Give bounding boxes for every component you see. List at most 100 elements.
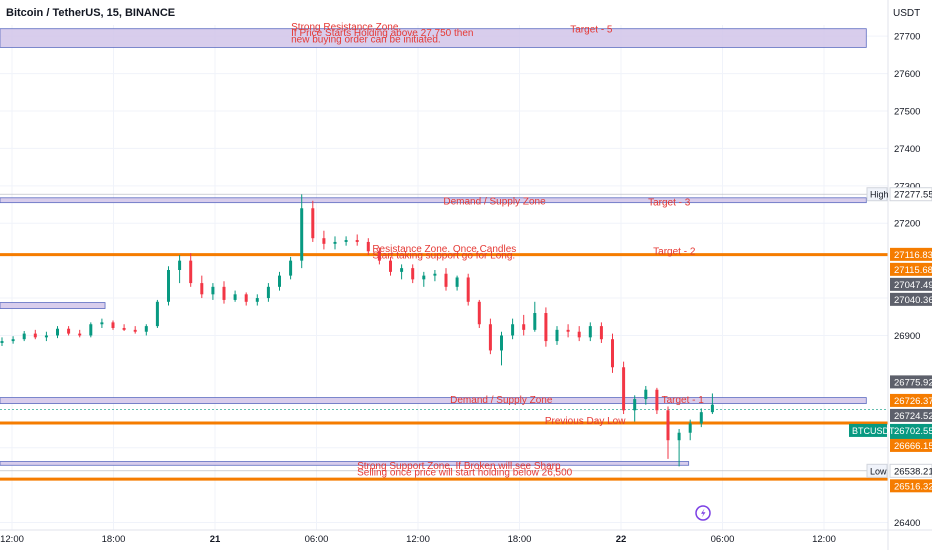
annotation-text: Target - 2 <box>653 247 696 258</box>
candle-body[interactable] <box>422 275 426 280</box>
price-tick-label: 27300 <box>894 181 920 192</box>
candle-body[interactable] <box>155 301 159 327</box>
price-label-box <box>890 292 932 306</box>
candle-body[interactable] <box>322 238 326 244</box>
candle-body[interactable] <box>477 301 481 325</box>
candle-body[interactable] <box>555 329 559 342</box>
candle-body[interactable] <box>355 240 359 242</box>
price-label-text: 27040.36 <box>894 295 932 306</box>
time-tick-label: 12:00 <box>0 534 24 545</box>
candle-body[interactable] <box>333 241 337 244</box>
candle-body[interactable] <box>300 208 304 261</box>
candles-layer[interactable] <box>0 194 714 467</box>
candle-body[interactable] <box>377 251 381 261</box>
candle-body[interactable] <box>366 241 370 252</box>
candle-body[interactable] <box>244 294 248 302</box>
candle-body[interactable] <box>666 410 670 441</box>
candle-body[interactable] <box>677 432 681 441</box>
currency-label: USDT <box>893 8 920 19</box>
candle-body[interactable] <box>611 339 614 368</box>
candle-body[interactable] <box>78 333 82 336</box>
candle-body[interactable] <box>189 260 193 284</box>
time-tick-label: 18:00 <box>508 534 532 545</box>
time-tick-label: 06:00 <box>711 534 735 545</box>
candle-body[interactable] <box>544 313 548 342</box>
candle-body[interactable] <box>22 333 26 340</box>
candle-body[interactable] <box>167 270 170 302</box>
grid <box>0 25 888 530</box>
candle-body[interactable] <box>655 389 659 411</box>
annotation-text: Target - 1 <box>662 395 705 406</box>
candle-body[interactable] <box>511 324 515 336</box>
candle-body[interactable] <box>266 286 270 299</box>
price-tag-text: BTCUSDT <box>852 426 895 436</box>
time-tick-label: 12:00 <box>406 534 430 545</box>
candle-body[interactable] <box>633 399 637 411</box>
candle-body[interactable] <box>622 367 626 411</box>
candle-body[interactable] <box>566 329 570 332</box>
candle-body[interactable] <box>178 260 182 270</box>
candle-body[interactable] <box>389 260 392 272</box>
zone-rect <box>0 302 106 309</box>
candle-body[interactable] <box>100 322 104 325</box>
candle-body[interactable] <box>344 240 348 242</box>
candle-body[interactable] <box>255 298 259 302</box>
zones-layer <box>0 28 867 466</box>
candle-body[interactable] <box>144 326 148 332</box>
price-label-text: 26702.55 <box>894 426 932 437</box>
annotation-text: Previous Day Low <box>545 416 626 427</box>
candle-body[interactable] <box>688 423 692 433</box>
price-tag-box <box>849 423 887 437</box>
candle-body[interactable] <box>122 327 126 330</box>
candle-body[interactable] <box>33 333 37 338</box>
candle-body[interactable] <box>133 329 137 332</box>
price-label-box <box>890 393 932 407</box>
candle-body[interactable] <box>56 328 59 336</box>
price-tag-text: Low <box>870 466 887 476</box>
candle-body[interactable] <box>111 322 115 328</box>
candle-body[interactable] <box>500 335 503 351</box>
candle-body[interactable] <box>222 286 226 300</box>
time-axis[interactable]: 12:00 18:00 21 06:00 12:00 18:00 22 06:00 12:00 <box>0 529 932 545</box>
candle-body[interactable] <box>533 313 537 330</box>
candle-body[interactable] <box>311 208 315 239</box>
annotation-text: Target - 3 <box>648 198 691 209</box>
candle-body[interactable] <box>588 326 592 338</box>
candle-body[interactable] <box>710 404 714 413</box>
price-axis[interactable]: 2770027600275002740027300272002700026900… <box>849 0 932 550</box>
zone-rect <box>0 197 867 204</box>
candle-body[interactable] <box>211 286 215 295</box>
candle-body[interactable] <box>44 335 48 338</box>
candle-body[interactable] <box>400 268 404 272</box>
candle-body[interactable] <box>289 260 293 276</box>
candle-body[interactable] <box>278 275 281 287</box>
candle-body[interactable] <box>444 273 448 287</box>
price-tag-text: High <box>870 190 889 200</box>
candle-body[interactable] <box>644 389 648 400</box>
lightning-icon[interactable] <box>695 505 711 521</box>
candle-body[interactable] <box>0 341 4 343</box>
candle-body[interactable] <box>433 273 437 276</box>
annotation-text: new buying order can be initiated. <box>291 35 441 46</box>
candle-body[interactable] <box>455 277 459 287</box>
candle-body[interactable] <box>699 412 703 424</box>
candle-body[interactable] <box>411 268 415 280</box>
candle-body[interactable] <box>522 324 526 330</box>
time-tick-label: 12:00 <box>812 534 836 545</box>
chart-header: Bitcoin / TetherUS, 15, BINANCE USDT <box>6 7 920 19</box>
candle-body[interactable] <box>11 339 15 342</box>
candle-body[interactable] <box>488 324 492 351</box>
candle-body[interactable] <box>200 283 204 295</box>
candle-body[interactable] <box>233 294 237 300</box>
candle-body[interactable] <box>89 324 93 336</box>
candle-body[interactable] <box>599 326 603 340</box>
annotation-text: Resistance Zone. Once Candles <box>372 244 516 255</box>
price-label-box <box>890 479 932 493</box>
price-tick-label: 26900 <box>894 331 920 342</box>
candle-body[interactable] <box>577 331 581 338</box>
candle-body[interactable] <box>466 277 470 302</box>
candle-body[interactable] <box>67 328 71 334</box>
annotation-text: Selling once price will start holding be… <box>357 467 573 478</box>
